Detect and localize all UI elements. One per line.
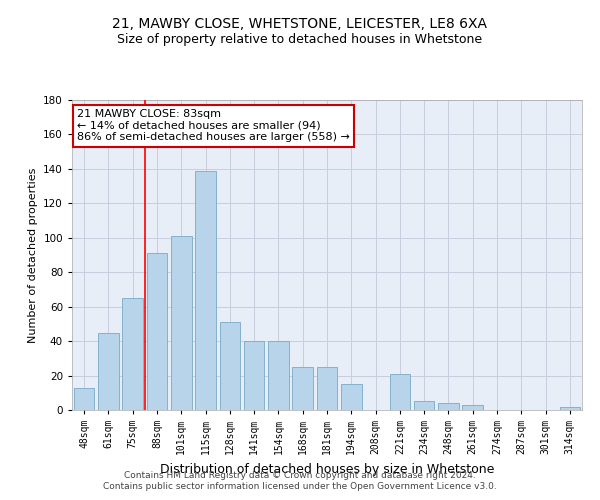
- X-axis label: Distribution of detached houses by size in Whetstone: Distribution of detached houses by size …: [160, 462, 494, 475]
- Bar: [341, 384, 362, 410]
- Text: Contains public sector information licensed under the Open Government Licence v3: Contains public sector information licen…: [103, 482, 497, 491]
- Bar: [220, 322, 240, 410]
- Bar: [74, 388, 94, 410]
- Text: 21, MAWBY CLOSE, WHETSTONE, LEICESTER, LE8 6XA: 21, MAWBY CLOSE, WHETSTONE, LEICESTER, L…: [113, 18, 487, 32]
- Bar: [438, 403, 459, 410]
- Text: 21 MAWBY CLOSE: 83sqm
← 14% of detached houses are smaller (94)
86% of semi-deta: 21 MAWBY CLOSE: 83sqm ← 14% of detached …: [77, 110, 350, 142]
- Bar: [146, 254, 167, 410]
- Y-axis label: Number of detached properties: Number of detached properties: [28, 168, 38, 342]
- Bar: [122, 298, 143, 410]
- Bar: [463, 405, 483, 410]
- Bar: [98, 332, 119, 410]
- Bar: [317, 367, 337, 410]
- Text: Contains HM Land Registry data © Crown copyright and database right 2024.: Contains HM Land Registry data © Crown c…: [124, 471, 476, 480]
- Bar: [292, 367, 313, 410]
- Bar: [244, 341, 265, 410]
- Bar: [414, 402, 434, 410]
- Bar: [171, 236, 191, 410]
- Bar: [195, 170, 216, 410]
- Bar: [560, 406, 580, 410]
- Bar: [389, 374, 410, 410]
- Bar: [268, 341, 289, 410]
- Text: Size of property relative to detached houses in Whetstone: Size of property relative to detached ho…: [118, 32, 482, 46]
